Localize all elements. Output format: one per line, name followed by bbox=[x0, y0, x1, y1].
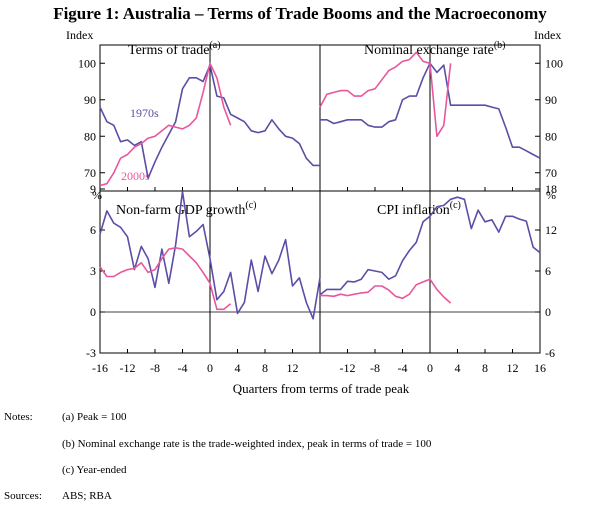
x-tick-label: 4 bbox=[235, 361, 241, 375]
y-tick-label: 6 bbox=[545, 264, 551, 278]
svg-text:Nominal exchange rate(b): Nominal exchange rate(b) bbox=[364, 40, 506, 58]
x-tick-label: 8 bbox=[482, 361, 488, 375]
svg-text:CPI inflation(c): CPI inflation(c) bbox=[377, 200, 461, 218]
series-label-2000s: 2000s bbox=[121, 169, 150, 183]
y-tick-label: 0 bbox=[90, 305, 96, 319]
x-tick-label: 16 bbox=[534, 361, 546, 375]
note-a: (a) Peak = 100 bbox=[62, 411, 127, 423]
y-tick-label: 18 bbox=[545, 182, 557, 196]
y-tick-label: 3 bbox=[90, 264, 96, 278]
series-cpi-inflation-2000s bbox=[320, 278, 452, 304]
x-tick-label: 8 bbox=[262, 361, 268, 375]
y-tick-label: 0 bbox=[545, 305, 551, 319]
y-tick-label: 80 bbox=[545, 129, 557, 143]
x-tick-label: -12 bbox=[120, 361, 136, 375]
panel-title-exchange-rate: Nominal exchange rate(b) bbox=[364, 40, 506, 58]
panel-title-text: Terms of trade bbox=[128, 43, 209, 58]
x-axis-title: Quarters from terms of trade peak bbox=[233, 381, 410, 396]
panel-title-text: Nominal exchange rate bbox=[364, 43, 494, 58]
y-tick-label: 80 bbox=[84, 129, 96, 143]
series-terms-of-trade-2000s bbox=[99, 62, 232, 187]
note-c: (c) Year-ended bbox=[62, 464, 127, 476]
bottom-left-unit: % bbox=[92, 188, 102, 202]
series-gdp-growth-2000s bbox=[99, 247, 232, 311]
y-tick-label: 100 bbox=[545, 56, 563, 70]
x-tick-label: -8 bbox=[370, 361, 380, 375]
note-b: (b) Nominal exchange rate is the trade-w… bbox=[62, 438, 432, 450]
y-tick-label: 100 bbox=[78, 56, 96, 70]
series-label-1970s: 1970s bbox=[130, 106, 159, 120]
panel-title-cpi-inflation: CPI inflation(c) bbox=[377, 200, 461, 218]
x-tick-label: -4 bbox=[178, 361, 188, 375]
y-tick-label: 9 bbox=[90, 182, 96, 196]
y-tick-label: -3 bbox=[86, 346, 96, 360]
x-tick-label: -12 bbox=[340, 361, 356, 375]
x-tick-label: 12 bbox=[287, 361, 299, 375]
y-tick-label: 70 bbox=[84, 166, 96, 180]
top-right-unit: Index bbox=[534, 28, 561, 42]
y-tick-label: 90 bbox=[545, 93, 557, 107]
x-tick-label: -16 bbox=[92, 361, 108, 375]
y-tick-label: 6 bbox=[90, 223, 96, 237]
series-gdp-growth-1970s bbox=[99, 190, 321, 320]
notes-label: Notes: bbox=[4, 411, 33, 423]
y-tick-label: 12 bbox=[545, 223, 557, 237]
y-tick-label: 90 bbox=[84, 93, 96, 107]
svg-text:Terms of trade(a): Terms of trade(a) bbox=[128, 40, 221, 58]
panel-title-sup: (c) bbox=[450, 200, 461, 211]
sources-text: ABS; RBA bbox=[62, 490, 112, 502]
y-tick-label: 70 bbox=[545, 166, 557, 180]
series-cpi-inflation-1970s bbox=[319, 196, 541, 296]
x-tick-label: 4 bbox=[455, 361, 461, 375]
x-tick-label: -4 bbox=[398, 361, 408, 375]
y-tick-label: -6 bbox=[545, 346, 555, 360]
figure-title: Figure 1: Australia – Terms of Trade Boo… bbox=[53, 4, 547, 23]
bottom-right-unit: % bbox=[546, 188, 556, 202]
panel-title-text: CPI inflation bbox=[377, 203, 450, 218]
x-tick-label: 0 bbox=[207, 361, 213, 375]
sources-label: Sources: bbox=[4, 490, 42, 502]
panel-title-sup: (c) bbox=[245, 200, 256, 211]
series-exchange-rate-2000s bbox=[319, 51, 452, 138]
panel-title-terms-of-trade: Terms of trade(a) bbox=[128, 40, 221, 58]
x-tick-label: -8 bbox=[150, 361, 160, 375]
x-tick-label: 12 bbox=[507, 361, 519, 375]
x-tick-label: 0 bbox=[427, 361, 433, 375]
top-left-unit: Index bbox=[66, 28, 93, 42]
